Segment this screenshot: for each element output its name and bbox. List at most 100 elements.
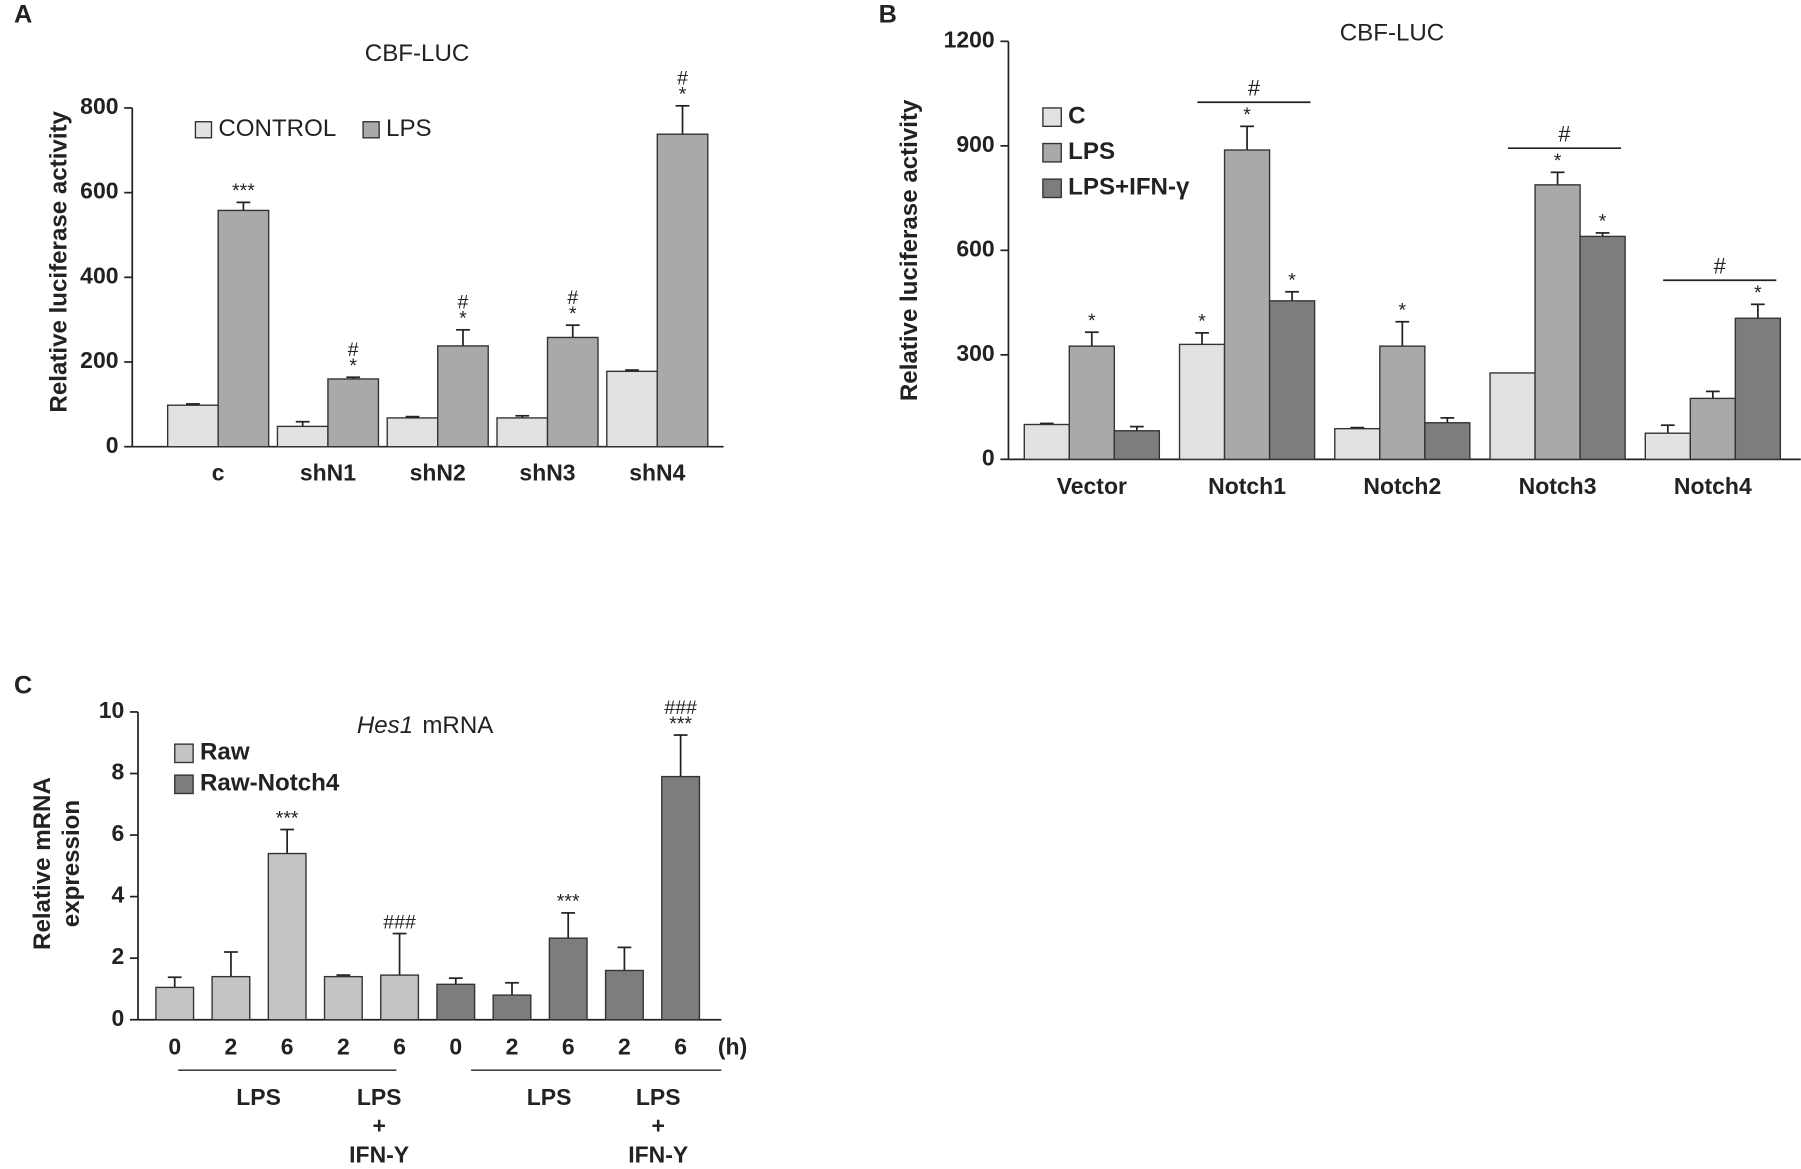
significance-label: # (567, 287, 578, 309)
bar (1223, 149, 1271, 461)
x-tick-label: Vector (1057, 473, 1127, 499)
significance-label: * (1754, 282, 1762, 304)
legend-label: CONTROL (218, 115, 336, 142)
significance-label: * (1243, 104, 1251, 126)
y-tick-label: 0 (111, 1005, 124, 1031)
significance-label: * (1599, 211, 1607, 233)
significance-label: * (1198, 311, 1206, 333)
y-axis-label: Relative luciferase activity (896, 99, 923, 401)
significance-label: # (677, 68, 688, 90)
bar (1068, 345, 1116, 461)
y-tick-label: 600 (80, 178, 118, 204)
significance-label: * (1088, 310, 1096, 332)
bracket-label: # (1248, 75, 1261, 100)
legend-swatch (362, 121, 380, 139)
y-tick-label: 6 (111, 820, 124, 846)
bar (1489, 372, 1536, 461)
bar (496, 417, 549, 448)
group-label: LPS (236, 1084, 281, 1110)
bar (1579, 235, 1626, 461)
bar (436, 983, 476, 1021)
bar (1534, 184, 1581, 461)
group-label: LPS (357, 1084, 402, 1110)
bar (276, 425, 329, 448)
chart-title: CBF-LUC (365, 40, 469, 67)
bar (1689, 397, 1737, 461)
bar (386, 417, 439, 448)
x-tick-label: shN1 (300, 459, 356, 485)
legend-swatch (194, 121, 213, 139)
significance-label: *** (232, 180, 255, 202)
significance-label: # (458, 292, 469, 314)
x-tick-label: Notch4 (1674, 473, 1752, 499)
x-tick-label: Notch3 (1519, 473, 1597, 499)
y-tick-label: 300 (956, 340, 994, 366)
y-tick-label: 8 (111, 759, 124, 785)
bar (1734, 317, 1782, 461)
x-tick-label: 0 (449, 1033, 462, 1059)
bar (327, 378, 380, 448)
chart-title: CBF-LUC (1340, 20, 1444, 47)
bar (1334, 427, 1381, 461)
bar (1424, 422, 1471, 461)
x-tick-label: shN3 (519, 459, 575, 485)
x-unit: (h) (718, 1033, 747, 1059)
bar (546, 336, 599, 448)
significance-label: * (1554, 150, 1562, 172)
y-tick-label: 800 (80, 93, 118, 119)
y-tick-label: 0 (106, 432, 119, 458)
bracket-label: # (1714, 253, 1727, 278)
bar (166, 404, 219, 448)
panel-letter: A (14, 1, 32, 29)
y-tick-label: 10 (99, 697, 125, 723)
x-tick-label: 2 (618, 1033, 631, 1059)
x-tick-label: 2 (225, 1033, 238, 1059)
bar (211, 975, 251, 1021)
bar (1268, 300, 1316, 461)
title-part: mRNA (422, 712, 494, 739)
bar (437, 345, 489, 448)
y-tick-label: 0 (982, 444, 995, 470)
significance-label: * (459, 308, 467, 330)
bar (1644, 432, 1692, 461)
y-tick-label: 600 (956, 235, 994, 261)
x-tick-label: 6 (674, 1033, 687, 1059)
legend-label: Raw (200, 739, 250, 766)
significance-label: # (348, 339, 359, 361)
title-part: CBF-LUC (365, 40, 469, 67)
title-part: CBF-LUC (1340, 20, 1444, 47)
bar (1113, 430, 1161, 461)
legend-swatch (1042, 142, 1062, 163)
bar (380, 974, 420, 1021)
y-tick-label: 4 (111, 882, 124, 908)
significance-label: * (349, 355, 357, 377)
x-tick-label: 2 (506, 1033, 519, 1059)
x-tick-label: Notch1 (1208, 473, 1286, 499)
y-axis-label: Relative mRNA (29, 777, 56, 950)
significance-label: ### (383, 911, 416, 933)
x-tick-label: c (212, 459, 225, 485)
legend-swatch (174, 774, 194, 795)
legend-label: LPS (386, 115, 432, 142)
group-label: LPS (636, 1084, 681, 1110)
x-tick-label: 0 (168, 1033, 181, 1059)
x-tick-label: 6 (393, 1033, 406, 1059)
x-tick-label: Notch2 (1363, 473, 1441, 499)
bar (267, 852, 307, 1021)
bracket-label: # (1558, 121, 1571, 146)
legend-swatch (1042, 178, 1062, 199)
x-tick-label: shN2 (410, 459, 466, 485)
bar (661, 775, 701, 1021)
title-part: Hes1 (357, 712, 413, 739)
y-tick-label: 400 (80, 262, 118, 288)
legend-label: LPS (1068, 138, 1115, 165)
x-tick-label: shN4 (629, 459, 685, 485)
bar (492, 994, 532, 1021)
y-tick-label: 2 (111, 943, 124, 969)
legend-label: LPS+IFN-γ (1068, 174, 1190, 201)
legend-swatch (174, 743, 194, 764)
group-label: IFN-Y (628, 1141, 688, 1167)
y-tick-label: 200 (80, 347, 118, 373)
x-tick-label: 2 (337, 1033, 350, 1059)
x-tick-label: 6 (562, 1033, 575, 1059)
